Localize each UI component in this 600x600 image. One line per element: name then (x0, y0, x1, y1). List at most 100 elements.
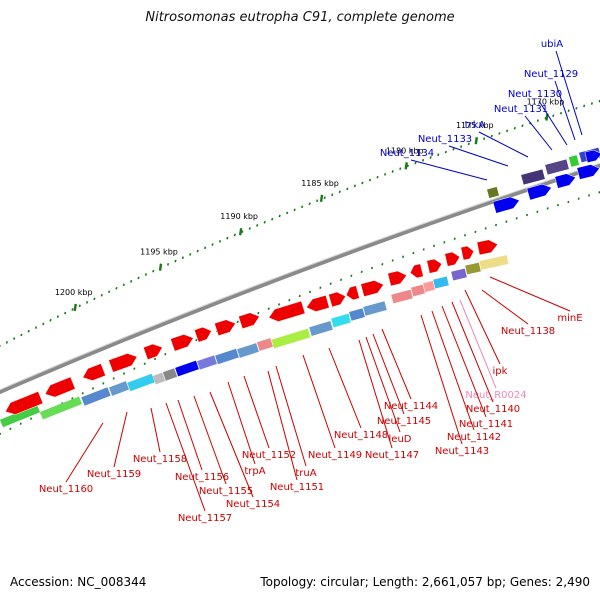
reverse-cds-arrow (460, 245, 475, 261)
major-tick (404, 162, 408, 170)
feature-block (411, 284, 425, 297)
minor-tick (211, 243, 214, 246)
minor-tick (361, 181, 364, 185)
reverse-gene-label: Neut_1138 (501, 326, 555, 337)
feature-block (152, 372, 166, 385)
feature-block (363, 301, 387, 316)
forward-cds-arrow (584, 149, 600, 164)
leader-line (165, 402, 206, 512)
leader-line (267, 370, 298, 481)
forward-cds-arrow (492, 196, 520, 214)
minor-tick (460, 145, 463, 148)
feature-block (309, 321, 333, 336)
inner-tick (288, 298, 291, 302)
reverse-gene-label: leuD (389, 434, 412, 445)
minor-tick (256, 224, 259, 227)
minor-tick (144, 273, 148, 276)
leader-line (302, 354, 336, 449)
genome-stats: Topology: circular; Length: 2,661,057 bp… (260, 575, 590, 589)
gene-labels: ubiA Neut_1129 Neut_1130 Neut_1131 trkA Neut_… (39, 39, 583, 524)
leader-line (328, 347, 362, 429)
minor-tick (521, 124, 524, 128)
forward-cds-arrow (576, 164, 600, 180)
minor-tick (27, 329, 30, 333)
leader-line (431, 310, 475, 431)
inner-tick (329, 282, 332, 285)
reverse-gene-label: Neut_1143 (435, 446, 489, 457)
inner-tick (319, 286, 322, 289)
feature-block (108, 381, 130, 396)
forward-gene-label: Neut_1133 (418, 134, 472, 145)
reverse-cds-arrow (306, 294, 330, 312)
reverse-strand-features (0, 255, 509, 428)
leader-line (358, 339, 393, 449)
feature-block (521, 169, 545, 185)
forward-cds-arrow (526, 183, 552, 201)
reverse-gene-label: minE (557, 313, 582, 324)
reverse-cds-arrow (214, 319, 236, 337)
feature-block (487, 186, 499, 199)
minor-tick (85, 300, 89, 304)
minor-tick (301, 205, 304, 209)
minor-tick (130, 280, 133, 283)
inner-tick (91, 387, 95, 390)
feature-block (0, 404, 41, 428)
inner-tick (432, 244, 436, 248)
reverse-cds-arrow (194, 326, 212, 343)
minor-tick (559, 111, 563, 115)
forward-cds-arrow (554, 173, 577, 189)
minor-tick (406, 164, 409, 168)
inner-tick (474, 230, 477, 234)
inner-tick (546, 207, 549, 210)
inner-tick (257, 311, 260, 315)
minor-tick (293, 208, 296, 212)
scale-ticks: 1170 kbp 1175 kbp 1180 kbp 1185 kbp 1190 kbp… (0, 98, 600, 436)
inner-tick (525, 213, 529, 217)
inner-tick (133, 367, 136, 370)
feature-block (237, 343, 259, 358)
minor-tick (437, 153, 440, 157)
tick-label: 1180 kbp (386, 146, 424, 155)
major-tick (238, 228, 243, 236)
minor-tick (218, 239, 222, 243)
feature-block (40, 396, 82, 420)
inner-tick (391, 259, 394, 262)
minor-tick (308, 202, 311, 206)
inner-tick (577, 197, 580, 200)
leader-line (381, 328, 412, 400)
minor-tick (13, 337, 16, 340)
inner-tick (277, 303, 281, 306)
forward-gene-label: Neut_1129 (524, 69, 578, 80)
minor-tick (189, 253, 192, 256)
inner-tick (567, 200, 570, 204)
leader-line (113, 411, 128, 468)
inner-tick (556, 203, 560, 207)
minor-tick (552, 114, 555, 118)
inner-tick (412, 251, 415, 255)
inner-tick (422, 248, 425, 251)
minor-tick (181, 256, 184, 260)
minor-tick (196, 249, 199, 253)
reverse-gene-label: Neut_1145 (377, 416, 431, 427)
minor-tick (100, 293, 103, 297)
reverse-gene-label: Neut_1152 (242, 450, 296, 461)
minor-tick (20, 333, 23, 337)
reverse-cds-arrow (345, 285, 360, 301)
minor-tick (505, 129, 509, 133)
leader-line (243, 375, 270, 449)
tick-label: 1200 kbp (55, 288, 93, 297)
leader-line (554, 80, 576, 141)
minor-tick (452, 147, 455, 151)
forward-gene-label: Neut_1130 (508, 89, 562, 100)
inner-tick (164, 352, 167, 356)
inner-tick (339, 278, 343, 281)
inner-tick (29, 417, 33, 420)
minor-tick (71, 308, 74, 311)
major-tick (158, 263, 163, 271)
minor-tick (414, 161, 417, 165)
reverse-cds-arrow (409, 263, 424, 279)
minor-tick (34, 326, 38, 329)
leader-line (489, 276, 571, 312)
